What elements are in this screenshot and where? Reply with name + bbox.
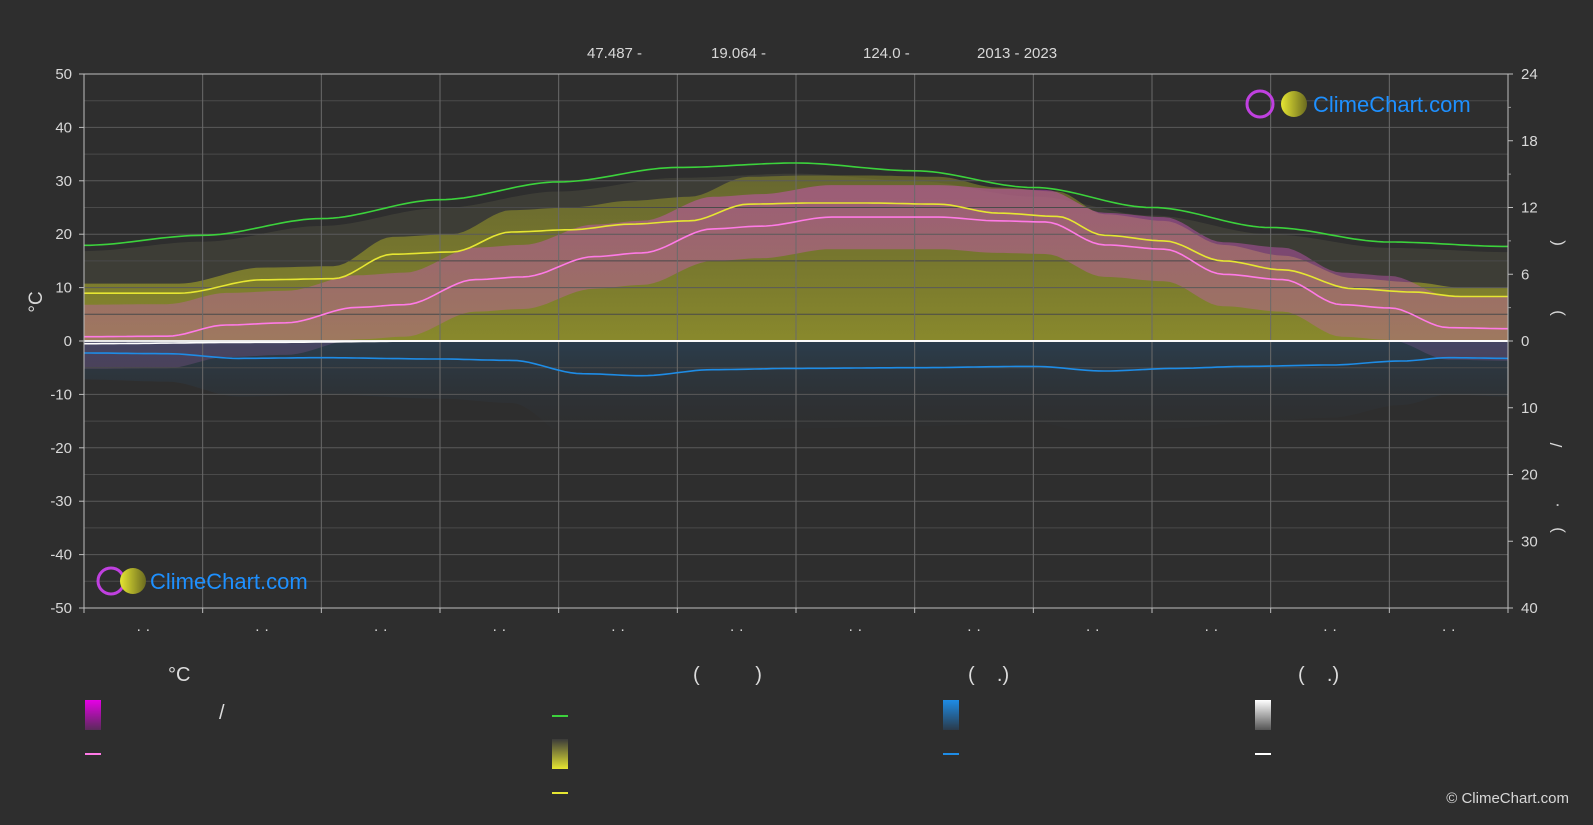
x-tick-label: · · — [611, 621, 625, 638]
temp-mean-line — [84, 216, 1508, 338]
brand-logo-bottom: ClimeChart.com — [96, 566, 308, 596]
x-tick-label: · · — [1323, 621, 1337, 638]
legend-col3-title: ( .) — [968, 664, 1010, 686]
left-tick-label: -40 — [50, 547, 72, 564]
left-axis-unit: °C — [26, 291, 47, 312]
right-tick-label-hours: 0 — [1521, 333, 1529, 350]
right-axis-title-part: · — [1547, 502, 1566, 508]
legend-temp-range-swatch — [85, 700, 101, 730]
x-tick-label: · · — [967, 621, 981, 638]
left-tick-label: -50 — [50, 600, 72, 617]
right-axis-title-part: ( — [1547, 240, 1566, 246]
right-tick-label-hours: 18 — [1521, 133, 1538, 150]
left-tick-label: 50 — [55, 66, 72, 83]
right-tick-label-mm: 30 — [1521, 533, 1538, 550]
chart-header: 47.487 - 19.064 - 124.0 - 2013 - 2023 — [587, 45, 1057, 62]
x-tick-label: · · — [1086, 621, 1100, 638]
right-axis-title: () / ·) — [1547, 240, 1566, 533]
right-tick-label-mm: 20 — [1521, 467, 1538, 484]
right-tick-label-mm: 40 — [1521, 600, 1538, 617]
logo-sun-icon — [120, 568, 146, 594]
brand-name-top: ClimeChart.com — [1313, 92, 1471, 117]
right-tick-label-hours: 12 — [1521, 200, 1538, 217]
legend-col1-title: °C — [168, 664, 191, 686]
left-tick-label: -20 — [50, 440, 72, 457]
plot-axes: 50 40 30 20 10 0 -10 -20 -30 -40 -50 24 18 12 6 0 10 20 30… — [50, 66, 1537, 638]
brand-logo-top: ClimeChart.com — [1245, 89, 1471, 119]
legend-col4-title: ( .) — [1298, 664, 1340, 686]
plot-lines — [84, 162, 1508, 377]
right-axis-title-part: ) — [1547, 310, 1566, 316]
header-elev: 124.0 - — [863, 45, 910, 62]
left-tick-label: 20 — [55, 226, 72, 243]
precip-line — [84, 352, 1508, 377]
x-tick-label: · · — [492, 621, 506, 638]
x-tick-label: · · — [730, 621, 744, 638]
legend-col1-slash: / — [219, 702, 225, 724]
legend-symbols — [85, 700, 1271, 794]
left-tick-label: -30 — [50, 493, 72, 510]
left-tick-label: 30 — [55, 173, 72, 190]
x-tick-label: · · — [255, 621, 269, 638]
right-axis-title-part: / — [1547, 442, 1566, 447]
brand-name-bottom: ClimeChart.com — [150, 569, 308, 594]
daylight-line — [84, 162, 1508, 248]
legend-snow-swatch — [1255, 700, 1271, 730]
left-tick-label: 10 — [55, 280, 72, 297]
sunshine-line — [84, 202, 1508, 298]
logo-ring-icon — [1245, 89, 1275, 119]
x-tick-label: · · — [848, 621, 862, 638]
snow-line — [84, 340, 1508, 345]
logo-sun-icon — [1281, 91, 1307, 117]
right-axis-title-part: ) — [1547, 527, 1566, 533]
x-tick-label: · · — [374, 621, 388, 638]
header-lat: 47.487 - — [587, 45, 642, 62]
left-tick-label: -10 — [50, 386, 72, 403]
left-tick-label: 40 — [55, 119, 72, 136]
legend-sunshine-swatch — [552, 739, 568, 769]
legend-col2-title: ( ) — [693, 664, 762, 686]
header-lon: 19.064 - — [711, 45, 766, 62]
x-tick-label: · · — [1204, 621, 1218, 638]
right-tick-label-mm: 10 — [1521, 400, 1538, 417]
right-tick-label-hours: 24 — [1521, 66, 1538, 83]
legend-precip-swatch — [943, 700, 959, 730]
x-tick-label: · · — [1442, 621, 1456, 638]
left-tick-label: 0 — [64, 333, 72, 350]
header-years: 2013 - 2023 — [977, 45, 1057, 62]
x-tick-label: · · — [136, 621, 150, 638]
copyright: © ClimeChart.com — [1446, 790, 1569, 807]
right-tick-label-hours: 6 — [1521, 266, 1529, 283]
